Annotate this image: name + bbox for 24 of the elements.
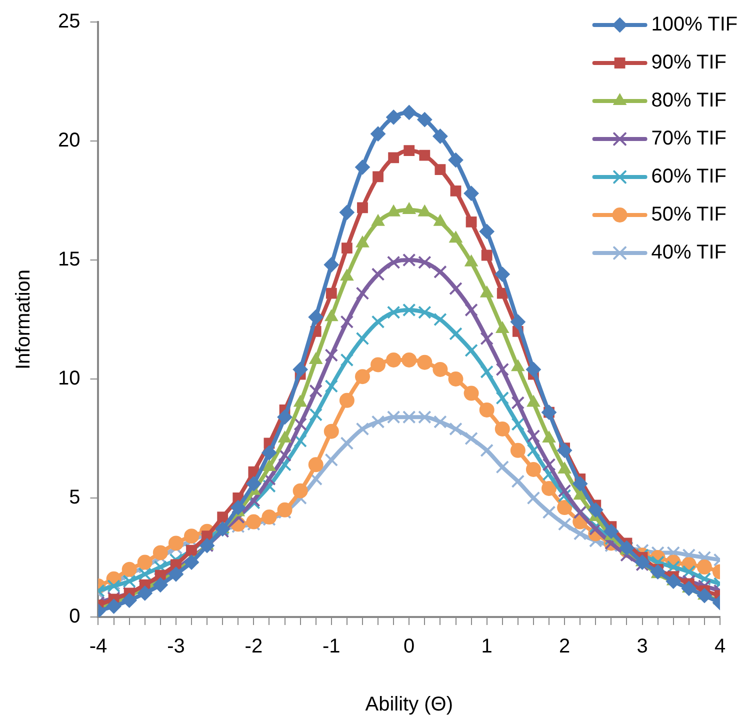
- legend-label: 90% TIF: [651, 52, 727, 74]
- legend-label: 50% TIF: [651, 204, 727, 226]
- x-tick-label: -1: [322, 636, 340, 658]
- x-axis-title: Ability (Θ): [365, 694, 454, 716]
- legend-label: 40% TIF: [651, 242, 727, 264]
- legend-label: 80% TIF: [651, 90, 727, 112]
- y-axis-title: Information: [12, 269, 35, 370]
- x-tick-label: -4: [89, 636, 108, 658]
- x-tick-label: 0: [404, 636, 415, 658]
- y-tick-label: 5: [69, 486, 80, 509]
- x-tick-label: 4: [714, 636, 726, 658]
- y-tick-label: 20: [58, 130, 80, 152]
- x-tick-label: 3: [636, 636, 648, 658]
- y-tick-label: 25: [58, 10, 80, 33]
- x-tick-label: 1: [481, 636, 492, 658]
- legend-label: 70% TIF: [651, 128, 727, 150]
- y-tick-label: 0: [69, 606, 80, 628]
- y-tick-label: 10: [58, 368, 80, 390]
- legend-label: 60% TIF: [651, 166, 727, 188]
- x-tick-label: -3: [167, 636, 185, 658]
- y-tick-label: 15: [58, 248, 80, 271]
- x-tick-label: 2: [559, 636, 570, 658]
- x-tick-label: -2: [244, 636, 263, 658]
- legend-label: 100% TIF: [651, 14, 738, 36]
